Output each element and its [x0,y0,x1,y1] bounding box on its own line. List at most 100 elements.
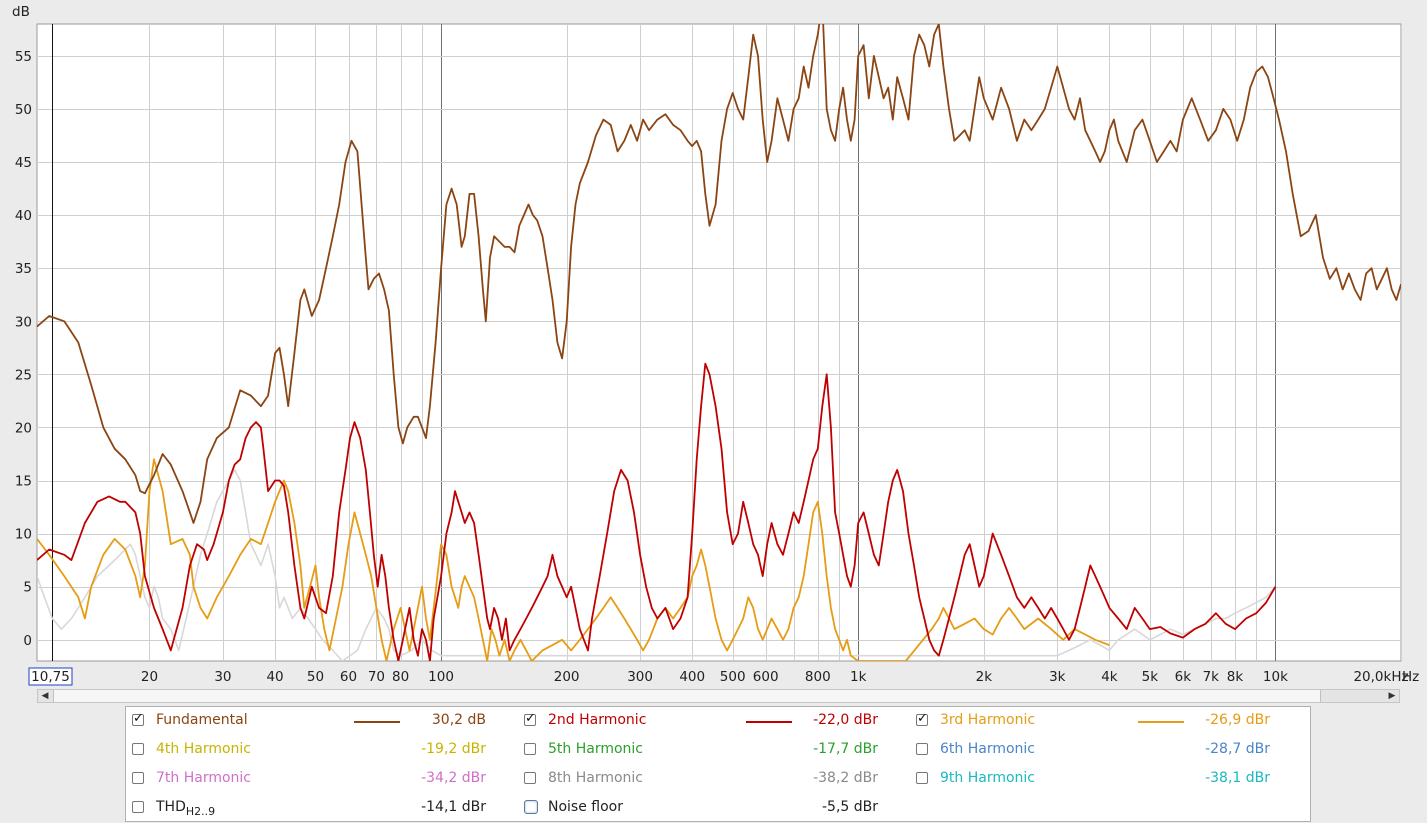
legend-label: Noise floor [548,799,623,815]
x-tick-label: 10k [1263,669,1288,685]
5th-harmonic-checkbox[interactable] [524,743,536,755]
4th-harmonic-checkbox[interactable] [132,743,144,755]
x-tick-label: 80 [392,669,409,685]
x-tick-label: 30 [214,669,231,685]
x-unit-label: Hz [1402,669,1419,685]
legend-line-swatch [1138,721,1184,723]
thd-checkbox[interactable] [132,801,144,813]
x-tick-label: 100 [428,669,454,685]
y-tick-label: 50 [15,102,32,118]
legend-line-swatch [354,721,400,723]
plot-area [36,23,1402,662]
legend-item-thd[interactable]: THDH2..9 -14,1 dBr [132,795,486,821]
x-tick-label: 2k [976,669,993,685]
2nd-harmonic-checkbox[interactable] [524,711,536,726]
legend-item-noise-floor[interactable]: Noise floor -5,5 dBr [524,795,878,821]
legend-item-7th-harmonic[interactable]: 7th Harmonic -34,2 dBr [132,766,486,792]
x-tick-label: 1k [850,669,867,685]
scroll-right-arrow-icon[interactable]: ▶ [1388,691,1396,701]
legend-item-6th-harmonic[interactable]: 6th Harmonic -28,7 dBr [916,737,1270,763]
9th-harmonic-checkbox[interactable] [916,772,928,784]
x-tick-label: 60 [340,669,357,685]
legend-label: THDH2..9 [156,799,216,818]
legend-label: 6th Harmonic [940,741,1035,757]
x-tick-label: 50 [307,669,324,685]
y-tick-label: 10 [15,527,32,543]
y-tick-label: 20 [15,420,32,436]
x-tick-label: 20,0kHz [1353,669,1408,685]
7th-harmonic-checkbox[interactable] [132,772,144,784]
legend-value: -14,1 dBr [421,799,486,815]
thd-label: THD [156,799,186,815]
cursor-value-label: 10,75 [31,669,70,685]
y-tick-label: 45 [15,155,32,171]
legend-label: 7th Harmonic [156,770,251,786]
x-tick-label: 70 [368,669,385,685]
legend-item-fundamental[interactable]: Fundamental 30,2 dB [132,708,486,734]
legend-item-8th-harmonic[interactable]: 8th Harmonic -38,2 dBr [524,766,878,792]
legend-value: -28,7 dBr [1205,741,1270,757]
x-tick-label: 800 [805,669,831,685]
legend-label: Fundamental [156,712,248,728]
x-tick-label: 40 [266,669,283,685]
legend-item-4th-harmonic[interactable]: 4th Harmonic -19,2 dBr [132,737,486,763]
thd-subscript: H2..9 [185,805,216,818]
scroll-left-arrow-icon[interactable]: ◀ [41,691,49,701]
horizontal-scrollbar[interactable]: ◀ ▶ [37,689,1400,703]
legend-label: 5th Harmonic [548,741,643,757]
x-tick-label: 8k [1227,669,1244,685]
legend-item-3rd-harmonic[interactable]: 3rd Harmonic -26,9 dBr [916,708,1270,734]
legend-label: 3rd Harmonic [940,712,1036,728]
x-tick-label: 6k [1175,669,1192,685]
legend-item-5th-harmonic[interactable]: 5th Harmonic -17,7 dBr [524,737,878,763]
y-tick-label: 15 [15,474,32,490]
y-tick-label: 35 [15,261,32,277]
legend-panel: Fundamental 30,2 dB 2nd Harmonic -22,0 d… [125,706,1311,822]
legend-value: -17,7 dBr [813,741,878,757]
legend-value: 30,2 dB [431,712,486,728]
fundamental-checkbox[interactable] [132,711,144,726]
x-tick-label: 500 [720,669,746,685]
harmonic-distortion-chart[interactable]: 0 5 10 15 20 25 30 35 40 45 50 55 dB 20 30 40 50 60 70 80 10… [0,0,1427,688]
8th-harmonic-checkbox[interactable] [524,772,536,784]
x-tick-label: 600 [753,669,779,685]
x-tick-label: 7k [1203,669,1220,685]
series-line-3rd-harmonic [37,458,1110,661]
y-tick-label: 55 [15,49,32,65]
noise-floor-checkbox[interactable] [524,800,538,814]
3rd-harmonic-checkbox[interactable] [916,711,928,726]
legend-item-9th-harmonic[interactable]: 9th Harmonic -38,1 dBr [916,766,1270,792]
legend-value: -22,0 dBr [813,712,878,728]
scrollbar-thumb[interactable] [53,690,1321,702]
cursor-value-box [28,667,73,686]
y-tick-label: 5 [23,580,32,596]
series-line-fundamental [37,24,1401,524]
x-tick-label: 5k [1142,669,1159,685]
legend-value: -38,1 dBr [1205,770,1270,786]
x-tick-label: 300 [627,669,653,685]
x-tick-label: 3k [1049,669,1066,685]
y-tick-label: 0 [23,633,32,649]
x-tick-label: 200 [554,669,580,685]
legend-value: -34,2 dBr [421,770,486,786]
legend-line-swatch [746,721,792,723]
legend-value: -26,9 dBr [1205,712,1270,728]
y-tick-label: 40 [15,208,32,224]
y-tick-label: 30 [15,314,32,330]
legend-value: -19,2 dBr [421,741,486,757]
chart-svg: 0 5 10 15 20 25 30 35 40 45 50 55 dB 20 30 40 50 60 70 80 10… [12,4,1419,686]
legend-item-2nd-harmonic[interactable]: 2nd Harmonic -22,0 dBr [524,708,878,734]
legend-value: -5,5 dBr [821,799,878,815]
legend-label: 9th Harmonic [940,770,1035,786]
legend-label: 8th Harmonic [548,770,643,786]
legend-value: -38,2 dBr [813,770,878,786]
series-group [37,24,1401,661]
legend-label: 4th Harmonic [156,741,251,757]
y-tick-label: 25 [15,367,32,383]
y-axis-label: dB [12,4,30,20]
6th-harmonic-checkbox[interactable] [916,743,928,755]
x-tick-label: 4k [1101,669,1118,685]
x-tick-label: 400 [679,669,705,685]
x-tick-label: 20 [141,669,158,685]
legend-label: 2nd Harmonic [548,712,647,728]
